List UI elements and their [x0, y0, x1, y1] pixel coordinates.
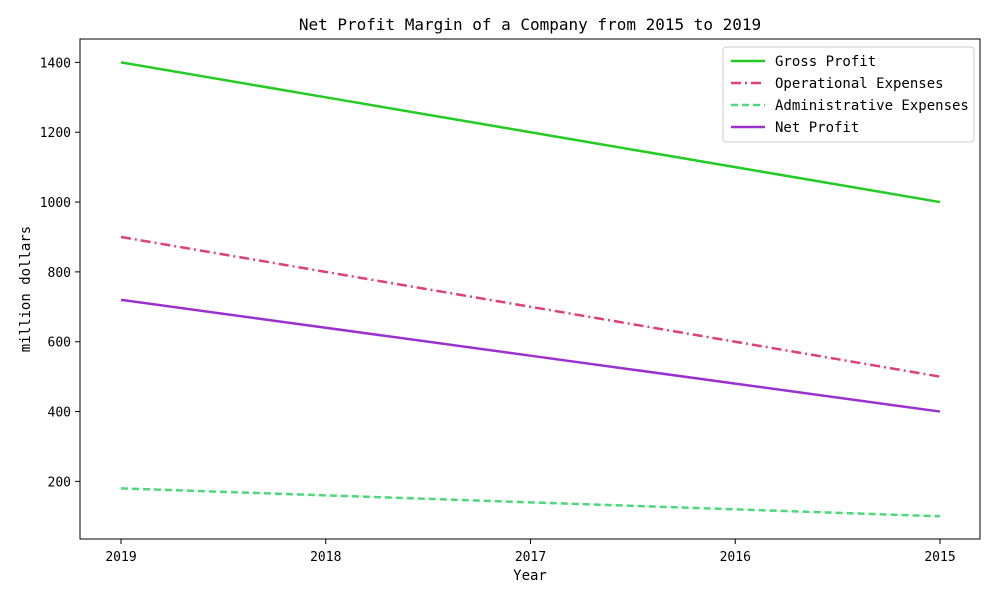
x-tick-label: 2017	[515, 550, 546, 565]
legend-label: Administrative Expenses	[775, 98, 969, 114]
series-line-operational-expenses	[120, 235, 941, 378]
series-lines	[120, 61, 941, 518]
chart-title: Net Profit Margin of a Company from 2015…	[299, 15, 761, 34]
x-axis-ticks: 2019 2018 2017 2016 2015	[105, 539, 956, 565]
y-tick-label: 200	[48, 475, 71, 490]
x-axis-label: Year	[513, 568, 547, 584]
x-tick-label: 2019	[105, 550, 136, 565]
y-tick-label: 600	[48, 336, 71, 351]
series-line-administrative-expenses	[120, 487, 941, 518]
y-tick-label: 800	[48, 266, 71, 281]
y-tick-label: 1200	[40, 126, 71, 141]
series-line-gross-profit	[120, 61, 941, 204]
x-tick-label: 2018	[310, 550, 341, 565]
y-axis-label: million dollars	[18, 226, 34, 352]
y-tick-label: 1000	[40, 196, 71, 211]
y-tick-label: 400	[48, 406, 71, 421]
series-line-net-profit	[120, 298, 941, 413]
x-tick-label: 2015	[924, 550, 955, 565]
legend: Gross Profit Operational Expenses Administ…	[722, 46, 975, 143]
legend-box	[722, 46, 975, 143]
legend-label: Net Profit	[775, 120, 859, 136]
y-axis-ticks: 200 400 600 800 1000 1200 1400	[40, 56, 80, 490]
legend-label: Operational Expenses	[775, 76, 944, 92]
legend-label: Gross Profit	[775, 54, 876, 70]
x-tick-label: 2016	[720, 550, 751, 565]
y-tick-label: 1400	[40, 56, 71, 71]
